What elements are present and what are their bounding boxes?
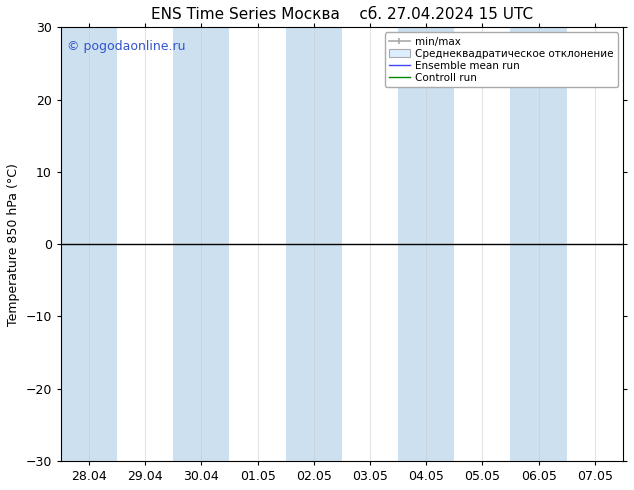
Title: ENS Time Series Москва    сб. 27.04.2024 15 UTC: ENS Time Series Москва сб. 27.04.2024 15… [151,7,533,22]
Y-axis label: Temperature 850 hPa (°C): Temperature 850 hPa (°C) [7,163,20,325]
Legend: min/max, Среднеквадратическое отклонение, Ensemble mean run, Controll run: min/max, Среднеквадратическое отклонение… [385,32,618,87]
Bar [398,27,455,461]
Bar [173,27,230,461]
Bar [61,27,117,461]
Text: © pogodaonline.ru: © pogodaonline.ru [67,40,185,53]
Bar [510,27,567,461]
Bar [286,27,342,461]
